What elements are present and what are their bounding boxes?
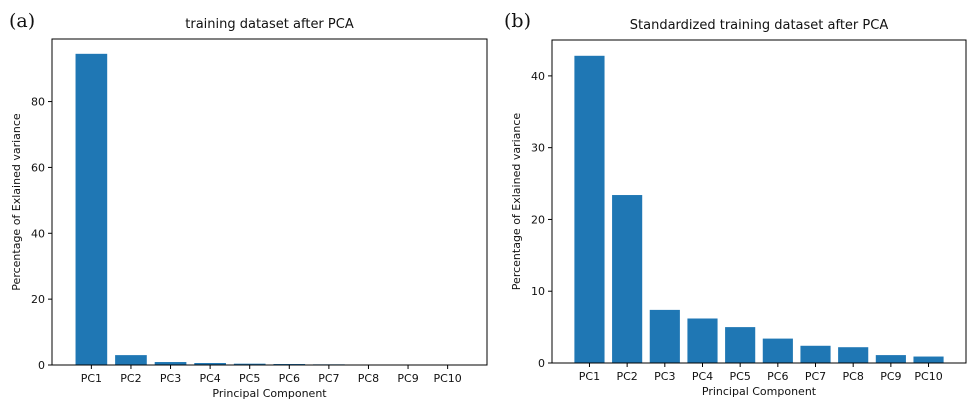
bar-pc3 xyxy=(649,309,680,363)
bar-chart-b: PC1 PC2 PC3 PC4 PC5 PC6 PC7 PC8 PC9 PC10 0 10 20 30 40… xyxy=(510,18,967,398)
x-axis-label: Principal Component xyxy=(702,385,817,398)
x-tick-label: PC8 xyxy=(358,372,379,385)
y-tick-label: 0 xyxy=(38,359,45,372)
y-tick-label: 60 xyxy=(31,161,45,174)
chart-panel-a: (a) PC1 PC2 PC3 PC4 PC5 PC6 PC7 PC8 PC9 PC10 0 20 40… xyxy=(9,10,488,400)
bar-pc8 xyxy=(838,347,869,363)
y-tick-label: 40 xyxy=(531,70,545,83)
bar-pc9 xyxy=(875,355,906,363)
y-tick-label: 40 xyxy=(31,227,45,240)
x-tick-label: PC4 xyxy=(692,370,713,383)
x-tick-label: PC10 xyxy=(433,372,461,385)
y-tick-label: 10 xyxy=(531,285,545,298)
bar-pc3 xyxy=(154,362,187,365)
y-axis-label: Percentage of Exlained variance xyxy=(510,113,523,291)
chart-title: training dataset after PCA xyxy=(185,17,354,32)
x-tick-label: PC9 xyxy=(397,372,418,385)
bar-pc2 xyxy=(115,355,147,365)
panel-label: (b) xyxy=(504,10,531,32)
y-tick-label: 20 xyxy=(531,213,545,226)
x-tick-label: PC6 xyxy=(767,370,788,383)
bar-pc4 xyxy=(687,318,718,363)
x-tick-label: PC5 xyxy=(730,370,751,383)
plot-frame xyxy=(51,38,488,366)
bar-pc5 xyxy=(233,363,266,365)
x-tick-label: PC2 xyxy=(616,370,637,383)
bar-pc4 xyxy=(194,363,226,365)
bar-pc6 xyxy=(762,338,793,363)
x-tick-label: PC7 xyxy=(805,370,826,383)
x-tick-label: PC4 xyxy=(199,372,220,385)
x-tick-label: PC5 xyxy=(239,372,260,385)
bar-pc10 xyxy=(913,356,944,363)
bar-chart-a: PC1 PC2 PC3 PC4 PC5 PC6 PC7 PC8 PC9 PC10 0 20 40 60 80… xyxy=(10,17,488,400)
chart-panel-b: (b) PC1 PC2 PC3 PC4 PC5 PC6 PC7 PC8 PC9 PC10 0 10 20… xyxy=(490,0,971,401)
x-tick-label: PC2 xyxy=(120,372,141,385)
bar-pc1 xyxy=(75,53,108,366)
y-tick-label: 0 xyxy=(538,357,545,370)
bar-pc1 xyxy=(574,55,605,364)
x-tick-label: PC10 xyxy=(914,370,942,383)
x-tick-label: PC3 xyxy=(654,370,675,383)
panel-label: (a) xyxy=(9,10,36,32)
plot-frame xyxy=(551,39,967,364)
x-tick-label: PC3 xyxy=(160,372,181,385)
y-tick-label: 80 xyxy=(31,96,45,109)
x-tick-label: PC1 xyxy=(579,370,600,383)
x-tick-label: PC6 xyxy=(279,372,300,385)
x-axis-label: Principal Component xyxy=(212,387,327,400)
bar-pc5 xyxy=(725,327,756,363)
x-tick-label: PC9 xyxy=(880,370,901,383)
bar-pc2 xyxy=(612,195,643,363)
x-tick-label: PC1 xyxy=(81,372,102,385)
bar-pc7 xyxy=(800,345,831,363)
y-tick-label: 30 xyxy=(531,142,545,155)
x-tick-label: PC8 xyxy=(843,370,864,383)
x-tick-label: PC7 xyxy=(318,372,339,385)
chart-title: Standardized training dataset after PCA xyxy=(630,18,889,33)
y-axis-label: Percentage of Exlained variance xyxy=(10,113,23,291)
y-tick-label: 20 xyxy=(31,293,45,306)
